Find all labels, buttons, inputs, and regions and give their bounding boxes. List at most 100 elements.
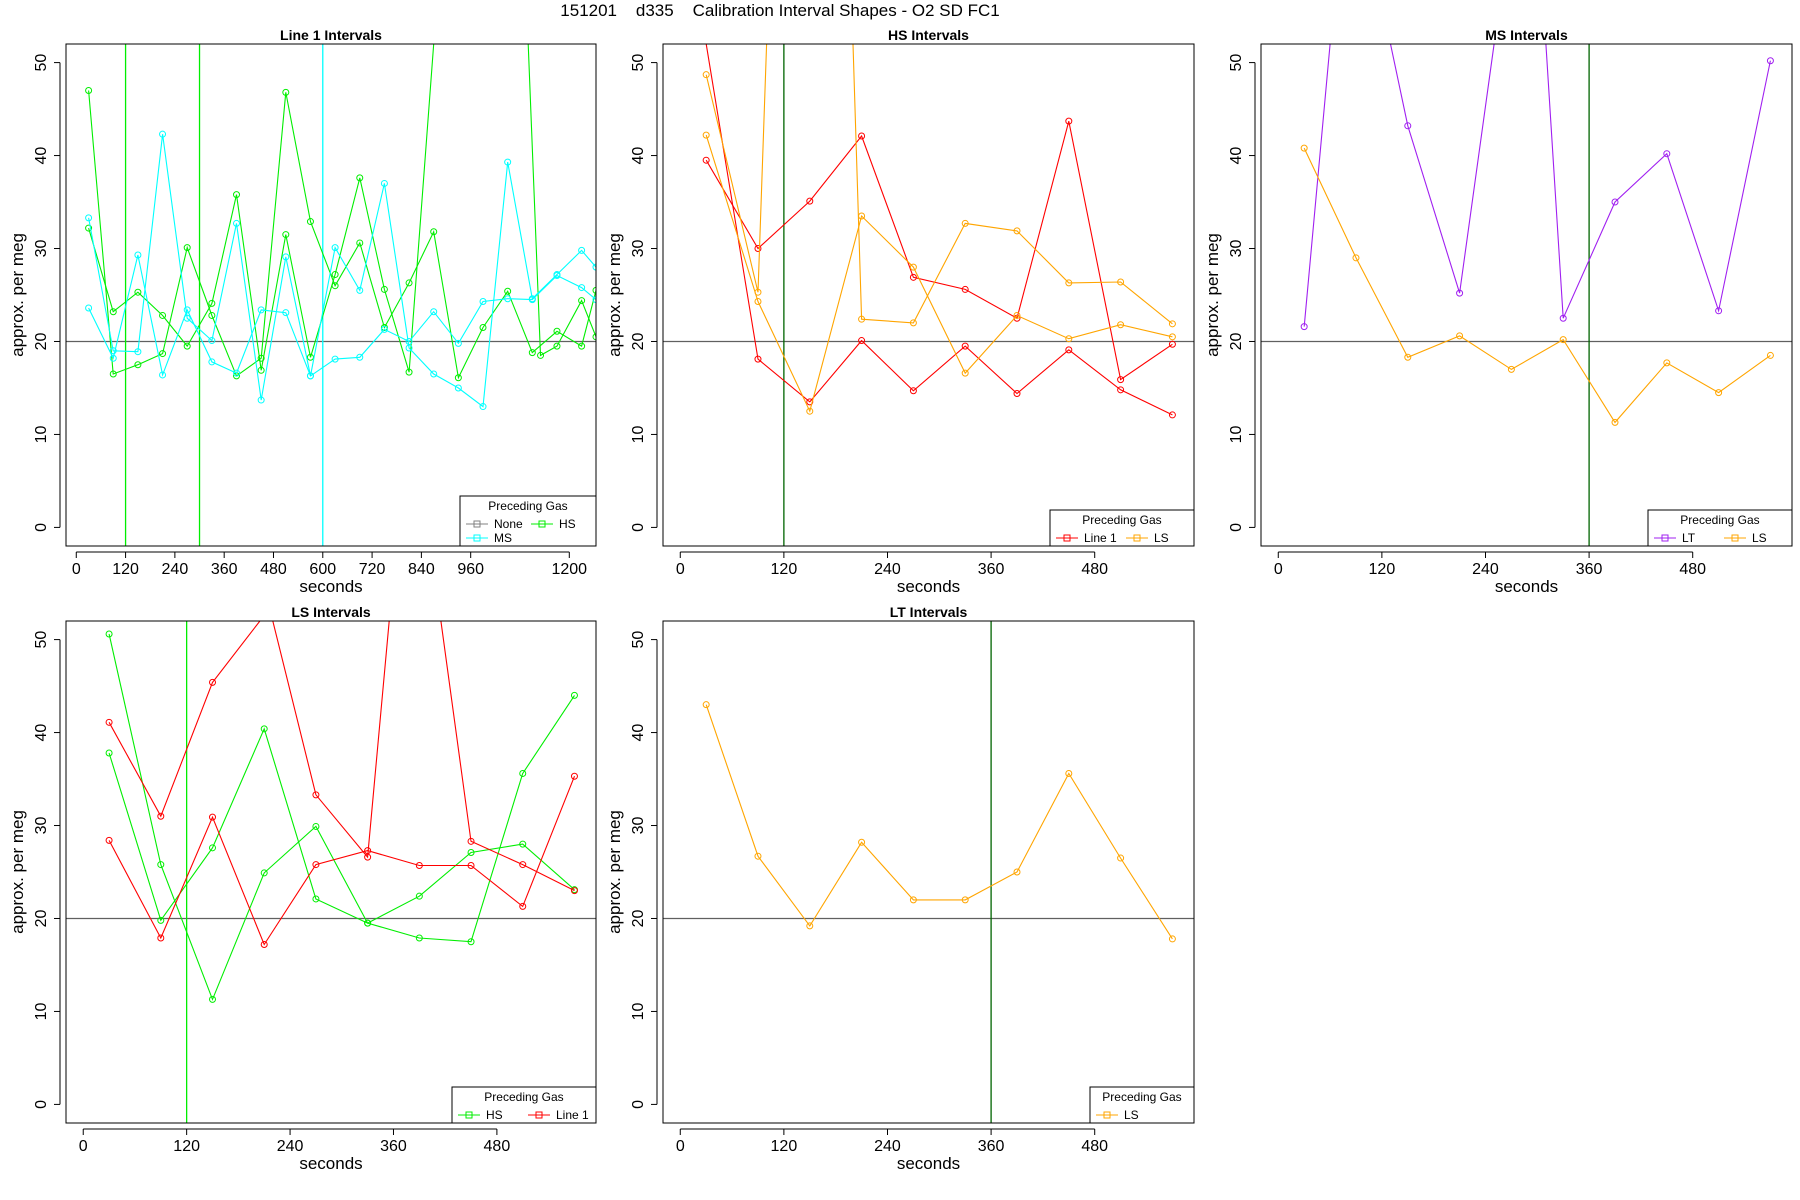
legend-title: Preceding Gas [488, 499, 567, 513]
data-point [858, 132, 866, 140]
y-tick-label: 30 [630, 240, 647, 258]
data-point [1715, 389, 1723, 397]
plot-frame [662, 43, 1195, 547]
legend-box [1089, 1086, 1195, 1124]
y-tick-label: 0 [1228, 523, 1245, 532]
data-point [504, 295, 512, 303]
chart-title: HS Intervals [888, 27, 969, 43]
data-point [528, 296, 536, 304]
page-title: 151201 d335 Calibration Interval Shapes … [560, 1, 1000, 20]
data-point [467, 938, 475, 946]
data-point [109, 370, 117, 378]
data-point [109, 354, 117, 362]
data-point [159, 311, 167, 319]
data-point [380, 325, 388, 333]
x-tick-label: 120 [1369, 561, 1396, 578]
data-point [430, 308, 438, 316]
data-point [578, 297, 586, 305]
data-point [405, 337, 413, 345]
y-tick-label: 50 [630, 54, 647, 72]
data-point [528, 349, 536, 357]
data-point [233, 219, 241, 227]
x-tick-label: 0 [676, 561, 685, 578]
data-point [257, 306, 265, 314]
data-point [1456, 289, 1464, 297]
x-tick-label: 0 [1274, 561, 1283, 578]
data-point [702, 131, 710, 139]
data-point [1168, 935, 1176, 943]
data-point [1611, 418, 1619, 426]
data-point [260, 725, 268, 733]
data-point [331, 244, 339, 252]
data-point [754, 298, 762, 306]
data-point [1065, 279, 1073, 287]
data-point [209, 813, 217, 821]
data-point [858, 337, 866, 345]
data-point [159, 350, 167, 358]
y-tick-label: 20 [33, 332, 50, 350]
y-tick-label: 40 [1228, 147, 1245, 165]
x-tick-label: 840 [408, 561, 435, 578]
data-point [592, 263, 596, 271]
data-point [1168, 411, 1176, 419]
data-point [105, 749, 113, 757]
data-point [208, 299, 216, 307]
data-point [702, 71, 710, 79]
x-axis-label: seconds [897, 1154, 960, 1173]
legend: Preceding Gas HS Line 1 [451, 1086, 597, 1124]
legend-swatch-marker [538, 520, 546, 528]
data-point [1117, 278, 1125, 286]
data-point [356, 239, 364, 247]
data-point [592, 333, 596, 341]
data-point [159, 130, 167, 138]
x-tick-label: 360 [1576, 561, 1603, 578]
x-tick-label: 1200 [551, 561, 587, 578]
legend-entry-label: LT [1682, 531, 1696, 545]
series-line [705, 134, 1173, 413]
data-point [1117, 321, 1125, 329]
data-point [260, 869, 268, 877]
y-tick-label: 10 [630, 1002, 647, 1020]
x-tick-label: 360 [380, 1138, 407, 1155]
legend-swatch-marker [1103, 1111, 1111, 1119]
data-point [233, 369, 241, 377]
data-point [1766, 351, 1774, 359]
x-tick-label: 360 [978, 561, 1005, 578]
legend-box [451, 1086, 597, 1124]
data-point [519, 861, 527, 869]
data-point [282, 231, 290, 239]
data-point [479, 324, 487, 332]
x-tick-label: 240 [277, 1138, 304, 1155]
data-point [233, 191, 241, 199]
data-point [257, 366, 265, 374]
chart-title: LS Intervals [291, 604, 371, 620]
data-point [312, 861, 320, 869]
data-point [909, 896, 917, 904]
data-point [312, 822, 320, 830]
data-point [504, 287, 512, 295]
data-point [909, 387, 917, 395]
legend-title: Preceding Gas [484, 1090, 563, 1104]
legend-swatch-marker [473, 534, 481, 542]
data-point [578, 284, 586, 292]
y-tick-label: 0 [33, 1100, 50, 1109]
data-point [380, 324, 388, 332]
data-point [331, 355, 339, 363]
data-point [157, 934, 165, 942]
data-point [961, 896, 969, 904]
data-point [1117, 854, 1125, 862]
data-point [1013, 868, 1021, 876]
plot-frame [65, 620, 597, 1124]
data-point [806, 407, 814, 415]
data-point [134, 361, 142, 369]
data-point [257, 354, 265, 362]
y-axis-label: approx. per meg [8, 233, 27, 357]
data-point [380, 285, 388, 293]
data-point [1715, 307, 1723, 315]
y-tick-label: 10 [33, 1002, 50, 1020]
x-tick-label: 0 [72, 561, 81, 578]
data-point [85, 214, 93, 222]
data-point [570, 772, 578, 780]
data-point [592, 296, 596, 304]
legend-swatch-marker [473, 520, 481, 528]
